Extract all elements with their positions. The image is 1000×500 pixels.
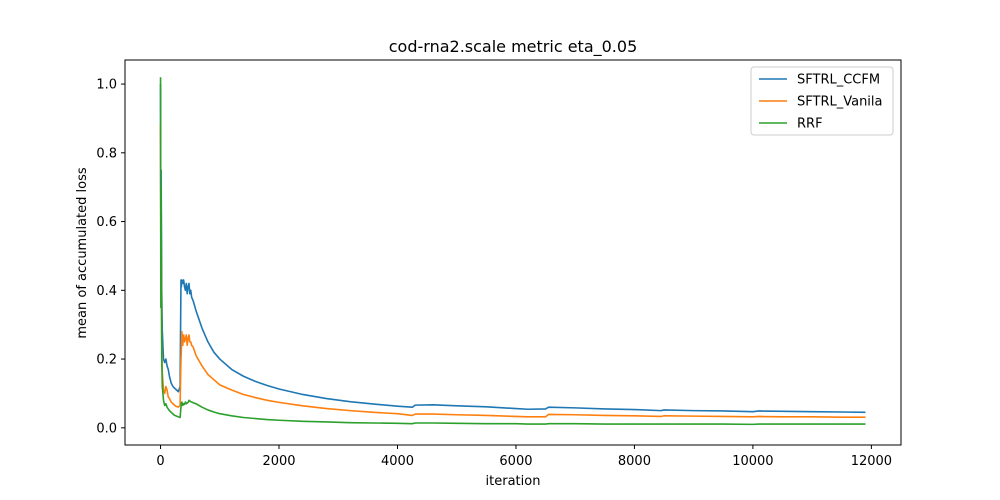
y-tick-label: 0.4: [96, 284, 117, 299]
series-line-0: [159, 84, 866, 414]
y-tick-label: 0.2: [96, 353, 117, 368]
y-axis: 0.0 0.2 0.4 0.6 0.8 1.0: [96, 78, 125, 436]
legend-box: [750, 66, 894, 136]
legend-label-0: SFTRL_CCFM: [797, 73, 880, 88]
x-axis: 0 2000 4000 6000 8000 10000 12000: [156, 445, 892, 469]
y-tick-label: 1.0: [96, 78, 117, 93]
x-tick-label: 12000: [851, 454, 892, 469]
chart-title: cod-rna2.scale metric eta_0.05: [389, 37, 638, 57]
series-line-1: [159, 125, 866, 418]
x-axis-label: iteration: [486, 474, 541, 489]
y-tick-label: 0.8: [96, 146, 117, 161]
series-line-2: [159, 77, 866, 426]
legend-label-1: SFTRL_Vanila: [797, 95, 883, 110]
x-tick-label: 0: [156, 454, 164, 469]
x-tick-label: 2000: [262, 454, 295, 469]
x-tick-label: 10000: [732, 454, 773, 469]
legend: SFTRL_CCFM SFTRL_Vanila RRF: [750, 66, 894, 136]
x-tick-label: 4000: [381, 454, 414, 469]
y-tick-label: 0.0: [96, 421, 117, 436]
y-tick-label: 0.6: [96, 215, 117, 230]
x-tick-label: 8000: [618, 454, 651, 469]
legend-label-2: RRF: [797, 117, 823, 132]
y-axis-label: mean of accumulated loss: [75, 167, 90, 338]
plot-frame: [124, 59, 902, 446]
x-tick-label: 6000: [499, 454, 532, 469]
